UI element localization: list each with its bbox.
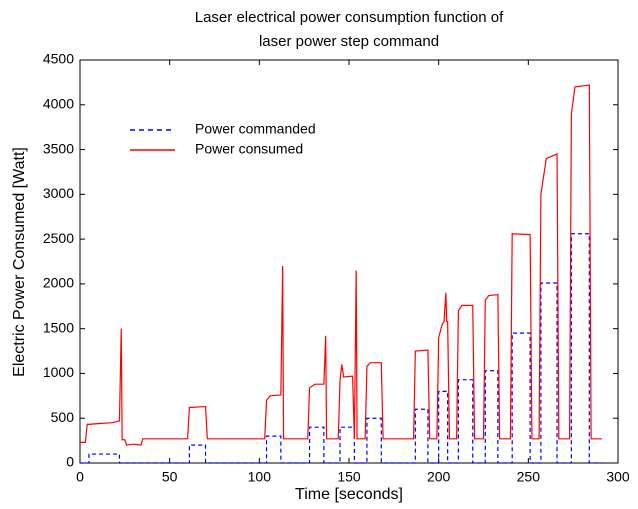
x-tick-label: 300 [606,469,630,485]
y-tick-label: 3500 [43,140,74,156]
y-tick-label: 2500 [43,230,74,246]
x-tick-label: 100 [248,469,272,485]
y-tick-label: 500 [51,409,75,425]
y-tick-label: 0 [66,454,74,470]
x-tick-label: 200 [427,469,451,485]
x-axis-label: Time [seconds] [295,486,403,503]
y-tick-label: 2000 [43,275,74,291]
x-tick-label: 50 [162,469,178,485]
data-line [80,233,602,464]
chart-title: laser power step command [259,33,439,50]
y-tick-label: 4500 [43,51,74,67]
legend-label: Power consumed [195,141,303,157]
legend-label: Power commanded [195,121,316,137]
chart-title: Laser electrical power consumption funct… [195,9,504,26]
plot-frame [79,59,619,464]
y-tick-label: 4000 [43,95,74,111]
y-axis-label: Electric Power Consumed [Watt] [11,147,28,377]
x-tick-label: 0 [76,469,84,485]
x-tick-label: 150 [337,469,361,485]
y-tick-label: 1000 [43,364,74,380]
y-tick-label: 1500 [43,319,74,335]
x-tick-label: 250 [517,469,541,485]
y-tick-label: 3000 [43,185,74,201]
data-line [80,84,602,446]
